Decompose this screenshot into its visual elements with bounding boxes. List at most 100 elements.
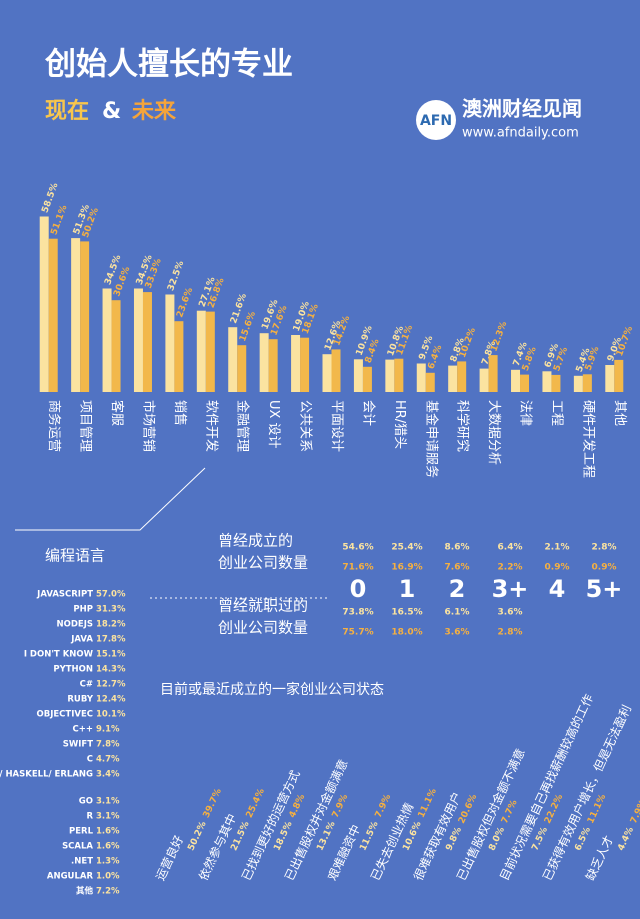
- language: NODEJS: [57, 620, 94, 630]
- count-value: 2.8%: [592, 543, 617, 553]
- bar: [614, 359, 624, 392]
- language-value: 3.1%: [96, 797, 120, 807]
- bar: [228, 327, 238, 392]
- language-value: 7.8%: [96, 740, 120, 750]
- bar: [205, 311, 215, 392]
- bar: [511, 369, 521, 392]
- language-value: 31.3%: [96, 605, 126, 615]
- language: C: [87, 755, 93, 765]
- bar: [102, 288, 112, 392]
- language-value: 14.3%: [96, 665, 126, 675]
- count-value: 25.4%: [391, 543, 422, 553]
- count-category: 3+: [492, 575, 529, 603]
- count-value: 8.6%: [445, 543, 470, 553]
- bar: [488, 355, 498, 392]
- row-label: 曾经成立的: [218, 532, 293, 550]
- bar: [268, 339, 278, 392]
- language: GO: [79, 797, 93, 807]
- connector: [15, 467, 206, 531]
- language-value: 12.4%: [96, 695, 126, 705]
- bar: [551, 374, 561, 392]
- bar: [174, 321, 184, 392]
- category-label: 科学研究: [455, 400, 471, 452]
- category-label: 金融管理: [235, 400, 251, 452]
- count-category: 4: [549, 575, 566, 603]
- count-value: 16.9%: [391, 563, 422, 573]
- language: C++: [73, 725, 93, 735]
- count-category: 5+: [586, 575, 623, 603]
- count-value: 0.9%: [545, 563, 570, 573]
- category-label: 工程: [549, 400, 564, 426]
- bar: [331, 349, 341, 392]
- language: OBJECTIVEC: [37, 710, 94, 720]
- language: PHP: [73, 605, 93, 615]
- count-value: 16.5%: [391, 608, 422, 618]
- bar: [48, 238, 58, 392]
- language: CLOJURE/ HASKELL/ ERLANG: [0, 770, 93, 780]
- language: RUBY: [67, 695, 93, 705]
- language-value: 4.7%: [96, 755, 120, 765]
- title: 创始人擅长的专业: [44, 47, 293, 83]
- language: ANGULAR: [47, 872, 94, 882]
- category-label: 项目管理: [78, 400, 93, 452]
- category-label: 其他: [612, 400, 627, 426]
- language-value: 12.7%: [96, 680, 126, 690]
- status-value: 7.9%: [629, 798, 640, 825]
- bar: [165, 294, 175, 392]
- bar: [71, 238, 81, 392]
- bar: [291, 335, 301, 392]
- row-label: 创业公司数量: [218, 554, 308, 572]
- bar: [457, 361, 467, 392]
- category-label: 法律: [518, 400, 533, 426]
- count-category: 1: [399, 575, 416, 603]
- category-label: UX 设计: [266, 400, 281, 449]
- category-label: 商务运营: [46, 400, 62, 452]
- list-title: 编程语言: [45, 547, 105, 565]
- language-value: 17.8%: [96, 635, 126, 645]
- bar: [362, 366, 372, 392]
- language-value: 18.2%: [96, 620, 126, 630]
- bar: [111, 300, 121, 392]
- count-value: 2.2%: [498, 563, 523, 573]
- language-value: 57.0%: [96, 590, 126, 600]
- bar: [39, 216, 49, 392]
- language: C#: [80, 680, 93, 690]
- bar: [142, 292, 152, 392]
- bar: [542, 371, 552, 392]
- count-value: 0.9%: [592, 563, 617, 573]
- row-label: 创业公司数量: [218, 619, 308, 637]
- language-value: 9.1%: [96, 725, 120, 735]
- bar: [425, 372, 435, 392]
- count-value: 6.1%: [445, 608, 470, 618]
- category-label: 会计: [360, 400, 375, 426]
- language-value: 1.6%: [96, 842, 120, 852]
- category-label: 销售: [172, 400, 188, 426]
- count-value: 75.7%: [342, 628, 373, 638]
- url: www.afndaily.com: [462, 126, 579, 141]
- language: PERL: [69, 827, 94, 837]
- logo-circle: [416, 100, 456, 140]
- subtitle-future: 未来: [132, 99, 177, 124]
- category-label: 平面设计: [329, 400, 344, 452]
- language: SWIFT: [63, 740, 93, 750]
- category-label: 公共关系: [298, 400, 313, 452]
- bar: [573, 375, 583, 392]
- language-value: 1.0%: [96, 872, 120, 882]
- language-value: 3.4%: [96, 770, 120, 780]
- bar: [479, 368, 489, 392]
- bar: [259, 333, 269, 392]
- language: SCALA: [62, 842, 93, 852]
- bar: [605, 365, 615, 392]
- language: PYTHON: [53, 665, 93, 675]
- language: JAVA: [70, 635, 93, 645]
- language-value: 7.2%: [96, 887, 120, 897]
- count-value: 54.6%: [342, 543, 373, 553]
- language-value: 10.1%: [96, 710, 126, 720]
- bar: [520, 374, 530, 392]
- count-value: 3.6%: [498, 608, 523, 618]
- count-value: 6.4%: [498, 543, 523, 553]
- language-value: 15.1%: [96, 650, 126, 660]
- bar: [448, 365, 458, 392]
